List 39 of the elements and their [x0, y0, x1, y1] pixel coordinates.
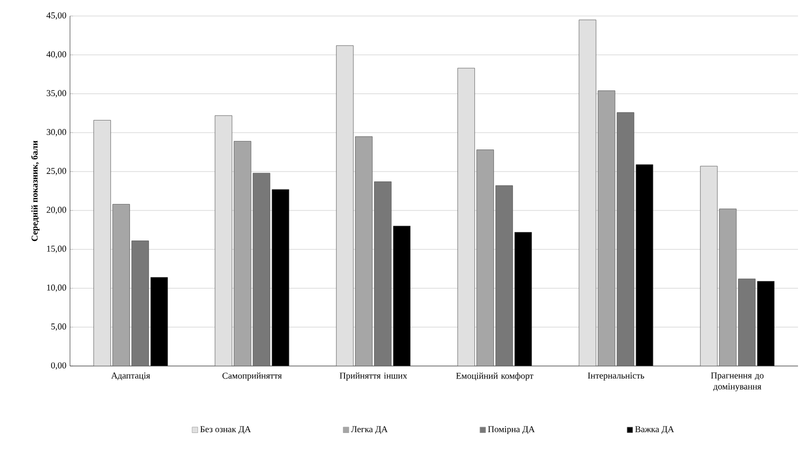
bar: [355, 136, 373, 366]
x-tick-label: Адаптація: [111, 372, 150, 380]
bar: [457, 68, 475, 366]
x-tick-label: Інтернальність: [588, 372, 644, 380]
x-tick-label: Емоційний комфорт: [456, 372, 534, 381]
bar: [374, 181, 392, 366]
bar: [252, 172, 270, 366]
y-tick-label: 20,00: [46, 206, 66, 214]
legend-label: Помірна ДА: [488, 426, 535, 434]
bar: [616, 112, 634, 366]
y-tick-label: 40,00: [46, 51, 66, 59]
bar: [738, 278, 756, 366]
bar: [234, 141, 252, 366]
bar: [598, 90, 616, 366]
bar: [476, 150, 494, 366]
y-axis-title: Середній показник, бали: [31, 140, 40, 242]
bar: [700, 166, 718, 366]
bar: [495, 185, 513, 366]
bar: [578, 20, 596, 366]
legend-label: Без ознак ДА: [200, 426, 251, 434]
y-tick-label: 35,00: [46, 90, 66, 98]
y-tick-label: 10,00: [47, 284, 66, 292]
y-tick-label: 30,00: [46, 128, 66, 136]
y-tick-label: 5,00: [51, 323, 66, 331]
x-tick-label: Прийняття інших: [340, 372, 408, 381]
x-tick-label: Самоприйняття: [222, 372, 282, 381]
bar: [214, 115, 232, 366]
legend-label: Легка ДА: [351, 426, 388, 434]
y-tick-label: 25,00: [46, 168, 66, 176]
bar: [93, 120, 111, 366]
y-tick-label: 15,00: [47, 246, 66, 253]
legend-label: Важка ДА: [635, 426, 674, 434]
bar: [719, 208, 737, 366]
y-tick-label: 45,00: [46, 12, 66, 20]
x-tick-label: Прагнення до домінування: [711, 372, 764, 392]
bar: [112, 204, 130, 366]
y-tick-label: 0,00: [51, 362, 66, 370]
bar: [336, 45, 354, 366]
bar: [131, 240, 149, 366]
